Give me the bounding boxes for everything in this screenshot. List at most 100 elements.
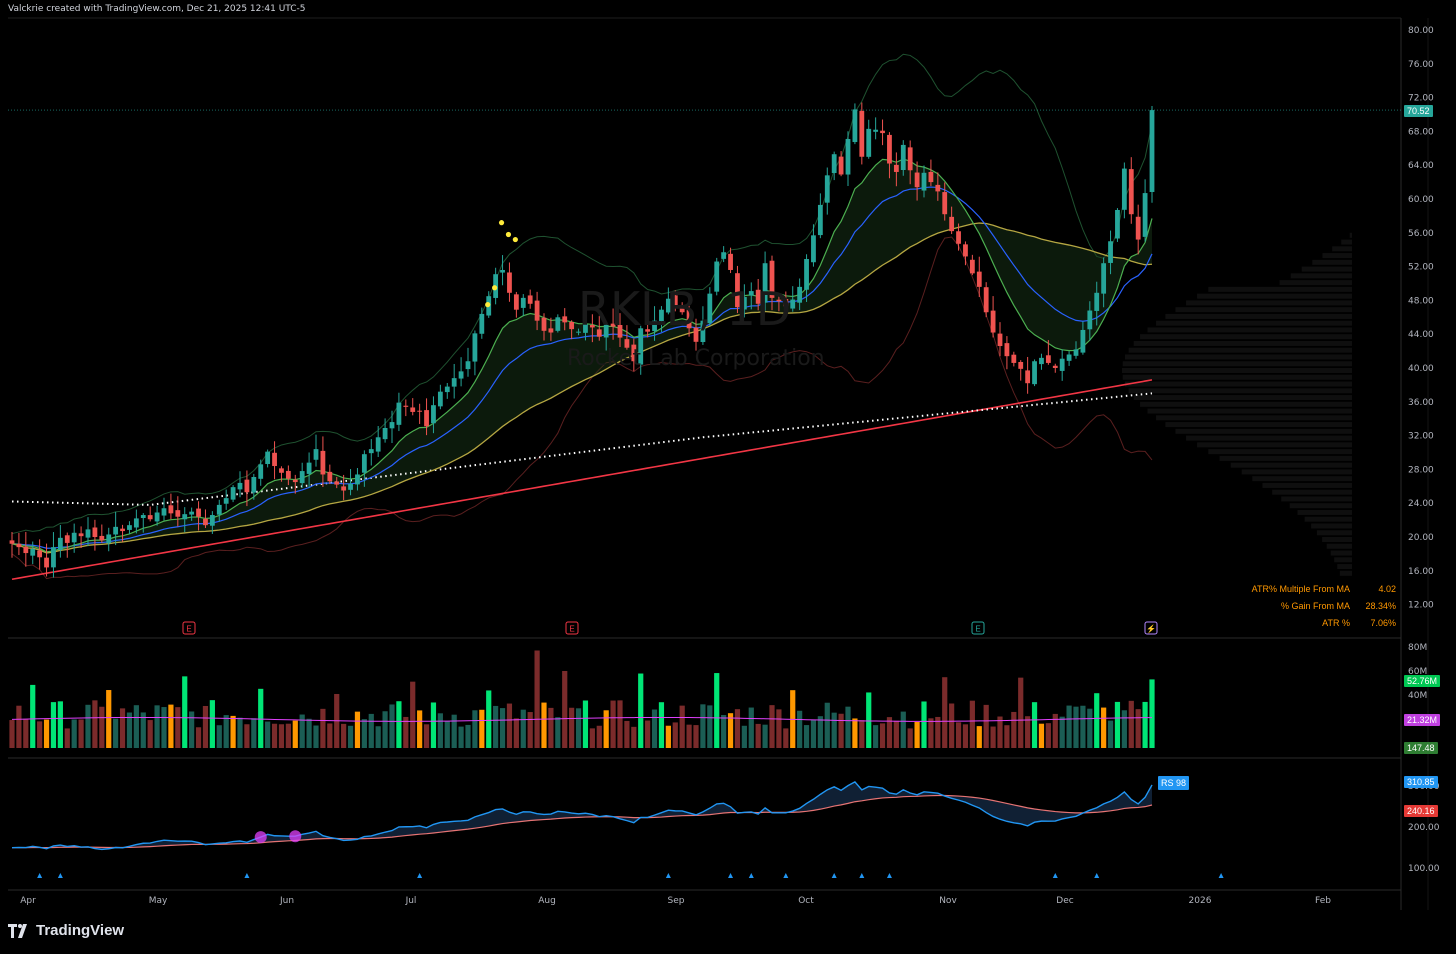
volume-bars[interactable] xyxy=(9,650,1155,749)
tradingview-logo-icon xyxy=(8,923,27,938)
rs-tick-label: 200.00 xyxy=(1408,823,1440,833)
tradingview-logo[interactable]: TradingView xyxy=(8,922,124,939)
candle-body xyxy=(714,261,720,292)
ema-21-line xyxy=(11,186,1153,549)
candle-body xyxy=(783,299,789,307)
candle xyxy=(1121,162,1127,219)
volume-bar xyxy=(955,722,962,748)
volume-profile-bar xyxy=(1186,435,1352,441)
candle-body xyxy=(196,508,201,517)
volume-bar xyxy=(714,673,720,748)
volume-profile-bar xyxy=(1122,368,1352,373)
volume-bar xyxy=(575,708,582,748)
volume-bar xyxy=(879,723,886,748)
candle xyxy=(1066,351,1072,366)
candle-body xyxy=(665,298,671,313)
volume-bar xyxy=(506,703,513,748)
volume-bar xyxy=(942,677,948,748)
candle-body xyxy=(507,272,512,293)
candle xyxy=(1059,349,1065,381)
candle-body xyxy=(748,291,754,296)
rs-tick-label: 100.00 xyxy=(1408,864,1440,874)
volume-bar xyxy=(265,721,271,748)
volume-bar xyxy=(700,704,706,748)
date-tick-label: Sep xyxy=(668,896,685,906)
candle-body xyxy=(928,171,934,183)
volume-bar xyxy=(617,700,623,748)
candle xyxy=(852,103,858,145)
candle xyxy=(707,287,713,327)
rs-line xyxy=(11,781,1153,851)
candle-body xyxy=(209,515,215,526)
candle-body xyxy=(907,147,913,171)
candle xyxy=(617,313,623,347)
signal-dot xyxy=(498,220,505,226)
candle-body xyxy=(396,402,402,425)
candle xyxy=(693,318,699,351)
volume-bar xyxy=(1142,701,1148,748)
volume-bar xyxy=(16,705,22,748)
candle-body xyxy=(1094,292,1100,311)
candle-body xyxy=(776,299,782,302)
volume-tick-label: 40M xyxy=(1408,691,1427,701)
candle-body xyxy=(113,526,119,535)
volume-profile-bar xyxy=(1289,503,1352,509)
candle-body xyxy=(106,534,112,544)
candle xyxy=(520,294,526,317)
candle xyxy=(9,531,15,558)
candle-body xyxy=(341,486,347,491)
volume-bar xyxy=(271,723,278,748)
volume-profile-bar xyxy=(1252,476,1352,482)
volume-bar xyxy=(1149,679,1155,748)
candle xyxy=(85,517,91,547)
candle xyxy=(507,262,512,302)
candle-body xyxy=(569,322,575,330)
avg-volume-badge: 21.32M xyxy=(1404,714,1441,726)
volume-profile-bar xyxy=(1281,496,1352,502)
candle xyxy=(279,466,284,482)
moving-averages xyxy=(8,109,1401,581)
candle-body xyxy=(71,532,77,543)
candle xyxy=(755,278,761,311)
candle xyxy=(1128,157,1134,224)
candle-body xyxy=(693,327,699,342)
candle xyxy=(500,255,505,286)
candle-body xyxy=(1018,361,1024,369)
candle xyxy=(589,314,595,343)
volume-bar xyxy=(161,707,167,748)
candle xyxy=(963,241,968,266)
candle-body xyxy=(85,529,91,538)
candle-body xyxy=(1101,263,1107,294)
volume-bar xyxy=(776,709,782,748)
volume-profile-bar xyxy=(1147,327,1352,333)
earnings-marker-label: E xyxy=(186,625,191,634)
candle-body xyxy=(914,172,920,188)
volume-bar xyxy=(410,681,416,748)
volume-profile-bar xyxy=(1326,543,1352,549)
candle xyxy=(887,132,892,179)
earnings-marker-box xyxy=(182,621,196,635)
volume-bar xyxy=(216,725,222,748)
candle-body xyxy=(645,329,651,332)
candle-body xyxy=(997,333,1003,347)
volume-bar xyxy=(341,723,347,748)
volume-bar xyxy=(755,723,761,748)
candle-body xyxy=(1011,354,1017,363)
volume-bar xyxy=(534,650,540,748)
candle xyxy=(465,347,471,377)
stats-row: ATR % 7.06% xyxy=(1200,614,1396,631)
candle-body xyxy=(976,271,982,287)
volume-bar xyxy=(1135,709,1141,748)
volume-bar xyxy=(541,702,547,748)
candle xyxy=(679,302,685,315)
price-candles[interactable] xyxy=(9,102,1155,578)
price-tick-label: 36.00 xyxy=(1408,398,1434,408)
candle-body xyxy=(424,410,429,427)
stat-label: ATR % xyxy=(1322,617,1350,628)
earnings-marker-label: E xyxy=(569,625,574,634)
candle-body xyxy=(327,471,333,482)
candle-body xyxy=(161,508,167,516)
date-tick-label: Jun xyxy=(279,896,294,906)
candle-body xyxy=(1121,168,1127,210)
